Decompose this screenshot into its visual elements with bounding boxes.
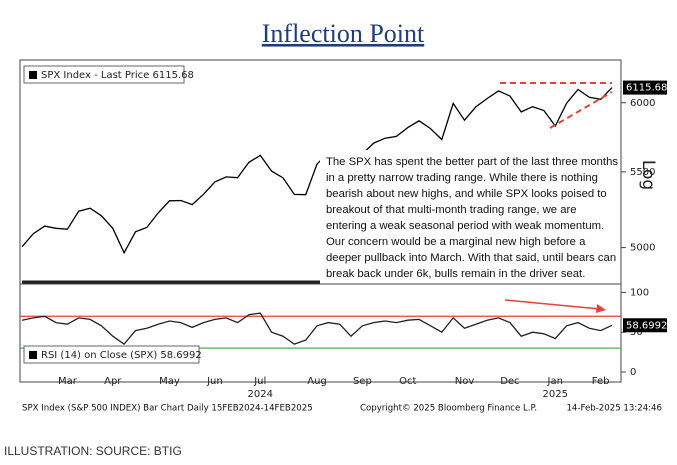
annotation-line: breakout of that multi-month trading ran… (326, 204, 577, 216)
x-tick-label: Feb (592, 376, 610, 387)
annotation-line: in a pretty narrow trading range. While … (326, 172, 598, 184)
y-tick-label: 50 (630, 327, 643, 338)
legend (23, 345, 200, 364)
annotation-line: Our concern would be a marginal new high… (326, 236, 586, 248)
x-tick-label: Dec (500, 376, 519, 387)
x-tick-label: Oct (399, 376, 416, 387)
legend (23, 65, 185, 84)
x-year-label: 2025 (543, 389, 568, 400)
value-tag: 58.6992 (626, 320, 667, 331)
arrow (504, 299, 601, 310)
annotation-line: deeper pullback into March. With that sa… (326, 252, 616, 264)
x-tick-label: Jun (206, 376, 223, 387)
y-tick-label: 100 (630, 287, 649, 298)
chart-title: Inflection Point (262, 19, 425, 48)
trend-line (549, 91, 613, 129)
legend-label: SPX Index - Last Price 6115.68 (41, 70, 194, 81)
value-tag: 6115.68 (626, 83, 667, 94)
annotation-line: The SPX has spent the better part of the… (326, 156, 618, 168)
series-line (21, 312, 613, 345)
value-tag-bg (623, 318, 667, 333)
x-tick-label: Mar (58, 376, 78, 387)
annotation: The SPX has spent the better part of the… (326, 156, 618, 280)
marks: 5000 5500 6000 6115.68 0 50 100 58.6992 Mar Apr Ma… (20, 80, 667, 400)
x-tick-label: Apr (104, 376, 122, 387)
y-tick-label: 5000 (630, 243, 655, 254)
x-tick-label: May (159, 376, 180, 387)
legend-label: RSI (14) on Close (SPX) 58.6992 (41, 350, 202, 361)
footer-center: Copyright© 2025 Bloomberg Finance L.P. (360, 404, 537, 414)
annotation-line: entering a weak seasonal period with wea… (326, 220, 604, 232)
x-tick-label: Aug (307, 376, 327, 387)
legend-swatch (29, 351, 37, 359)
annotation-box (320, 150, 620, 282)
annotation-line: break back under 6k, bulls remain in the… (326, 268, 585, 280)
legend-swatch (29, 71, 37, 79)
footer-left: SPX Index (S&P 500 INDEX) Bar Chart Dail… (22, 404, 313, 414)
x-year-label: 2024 (248, 389, 273, 400)
y-tick-label: 0 (630, 367, 636, 378)
y-tick-label: 5500 (630, 167, 655, 178)
arrow-head (596, 304, 606, 313)
x-tick-label: Jul (253, 376, 266, 387)
source: ILLUSTRATION: SOURCE: BTIG (4, 444, 182, 458)
x-tick-label: Sep (353, 376, 372, 387)
annotation-line: bearish about new highs, and while SPX l… (326, 188, 607, 200)
footer-right: 14-Feb-2025 13:24:46 (566, 404, 662, 414)
value-tag-bg (623, 80, 667, 95)
y-tick-label: 6000 (630, 98, 655, 109)
scale-label: Log (638, 160, 658, 190)
x-tick-label: Nov (455, 376, 475, 387)
series-line (21, 87, 613, 255)
x-tick-label: Jan (547, 376, 563, 387)
